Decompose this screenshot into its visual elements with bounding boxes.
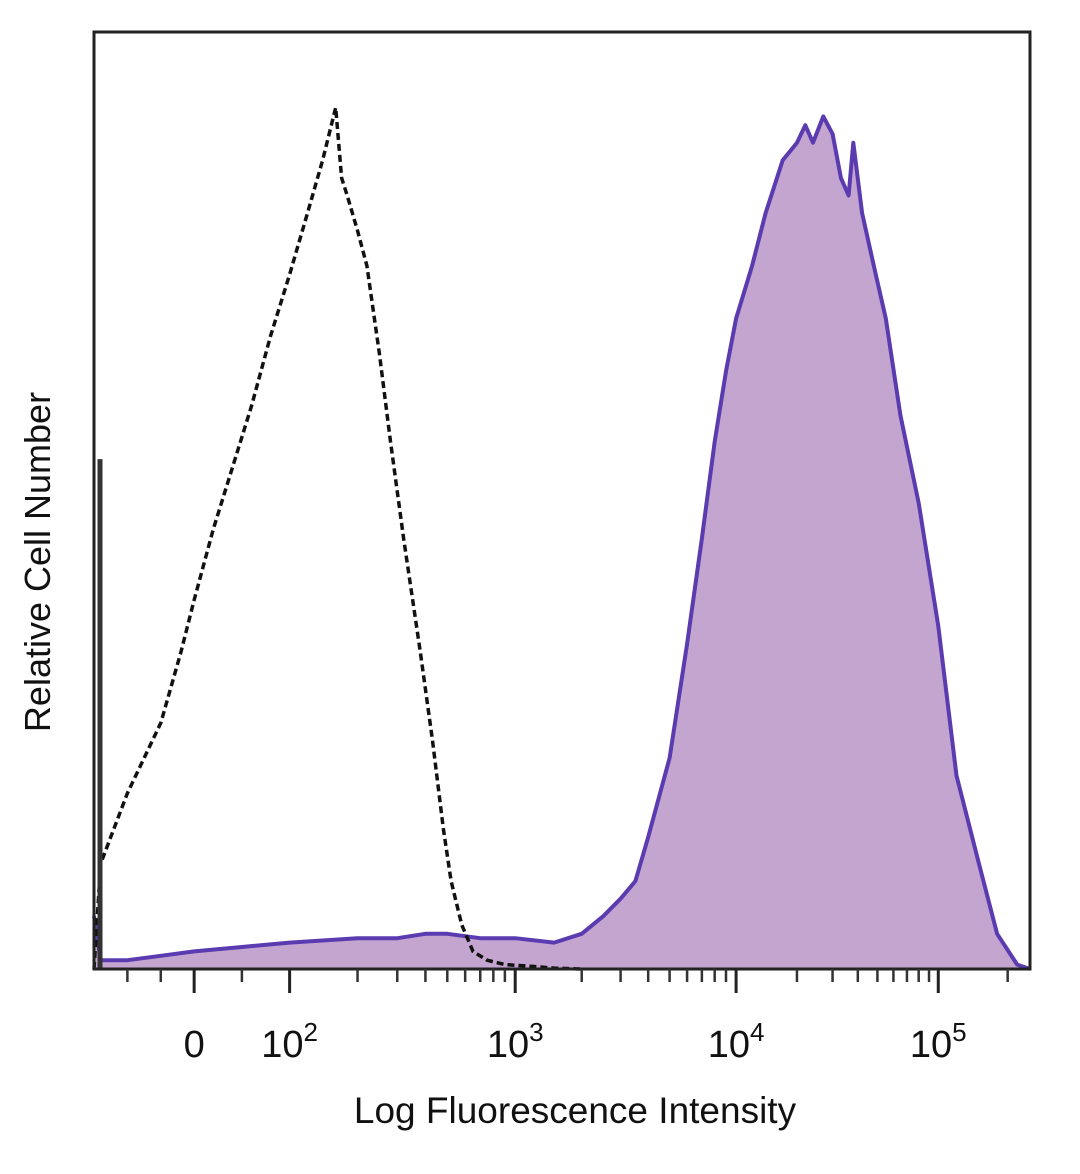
x-tick-label: 105 xyxy=(910,1017,967,1066)
x-axis-label: Log Fluorescence Intensity xyxy=(354,1090,797,1131)
x-tick-label: 0 xyxy=(184,1024,205,1066)
series-layer xyxy=(92,105,1031,971)
x-tick-label: 104 xyxy=(708,1017,765,1066)
y-axis-label: Relative Cell Number xyxy=(17,392,58,732)
x-axis-ticks: 0 102 103 104 105 xyxy=(126,969,1009,1066)
stained-histogram-fill xyxy=(94,116,1030,969)
plot-border xyxy=(92,30,1032,971)
x-tick-label: 102 xyxy=(261,1017,318,1066)
plot-frame xyxy=(92,30,1032,971)
x-tick-label: 103 xyxy=(487,1017,544,1066)
stained-histogram-outline xyxy=(92,114,1031,971)
control-histogram-dashed xyxy=(92,105,582,971)
